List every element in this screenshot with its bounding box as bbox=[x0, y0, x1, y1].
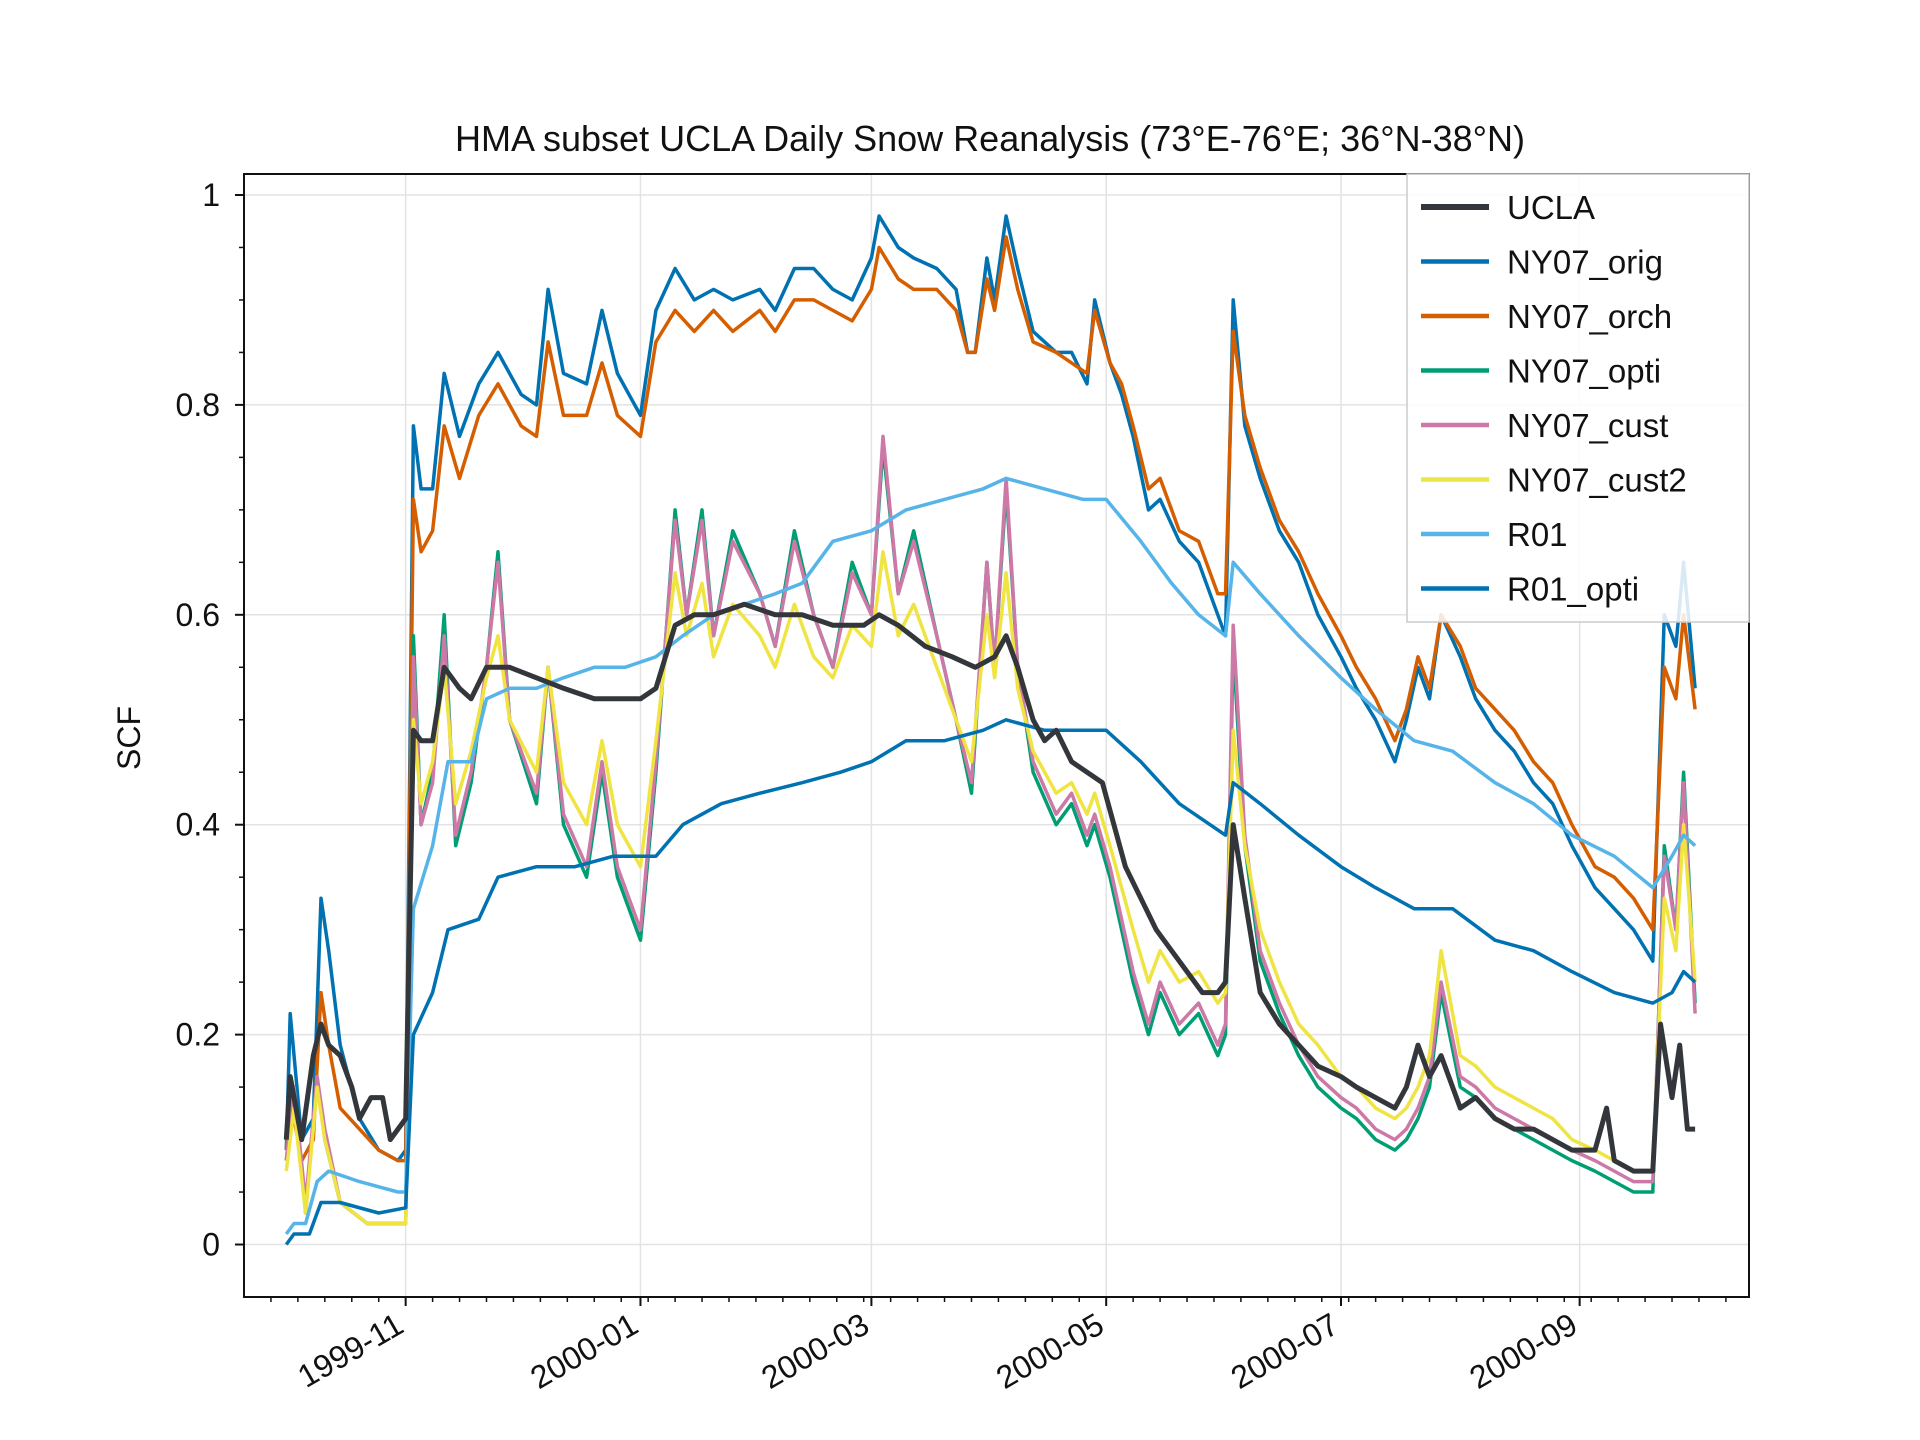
series-line-ny07-cust bbox=[284, 434, 1697, 1226]
y-tick-label: 0.2 bbox=[176, 1017, 220, 1053]
series-line-r01-opti bbox=[284, 718, 1697, 1246]
y-tick-label: 1 bbox=[202, 177, 220, 213]
y-tick-label: 0.4 bbox=[176, 807, 220, 843]
x-tick-label: 2000-01 bbox=[524, 1306, 644, 1396]
legend-label: NY07_cust2 bbox=[1507, 462, 1687, 499]
legend-label: NY07_cust bbox=[1507, 407, 1668, 444]
legend: UCLA NY07_orig NY07_orch NY07_opti NY07_cust… bbox=[1406, 173, 1750, 623]
legend-label: NY07_opti bbox=[1507, 353, 1661, 390]
x-tick-label: 2000-07 bbox=[1225, 1306, 1345, 1396]
x-tick-label: 2000-03 bbox=[755, 1306, 875, 1396]
legend-label: R01_opti bbox=[1507, 571, 1639, 608]
y-tick-label: 0.8 bbox=[176, 387, 220, 423]
y-axis-label: SCF bbox=[111, 706, 147, 770]
y-tick-label: 0 bbox=[202, 1227, 220, 1263]
series-line-ny07-orch bbox=[284, 235, 1697, 1163]
series-line-r01 bbox=[284, 476, 1697, 1236]
y-tick-label: 0.6 bbox=[176, 597, 220, 633]
chart-title: HMA subset UCLA Daily Snow Reanalysis (7… bbox=[455, 118, 1525, 159]
x-tick-label: 2000-05 bbox=[990, 1306, 1110, 1396]
legend-label: R01 bbox=[1507, 516, 1568, 553]
x-tick-label: 2000-09 bbox=[1463, 1306, 1583, 1396]
plot-frame bbox=[243, 173, 1750, 1298]
legend-box bbox=[1406, 173, 1750, 623]
x-tick-label: 1999-11 bbox=[292, 1306, 410, 1395]
legend-label: NY07_orig bbox=[1507, 244, 1663, 281]
series-line-ucla bbox=[283, 601, 1696, 1174]
legend-label: UCLA bbox=[1507, 189, 1595, 226]
plot-area bbox=[283, 214, 1697, 1246]
legend-label: NY07_orch bbox=[1507, 298, 1672, 335]
series-line-ny07-cust2 bbox=[284, 550, 1697, 1226]
